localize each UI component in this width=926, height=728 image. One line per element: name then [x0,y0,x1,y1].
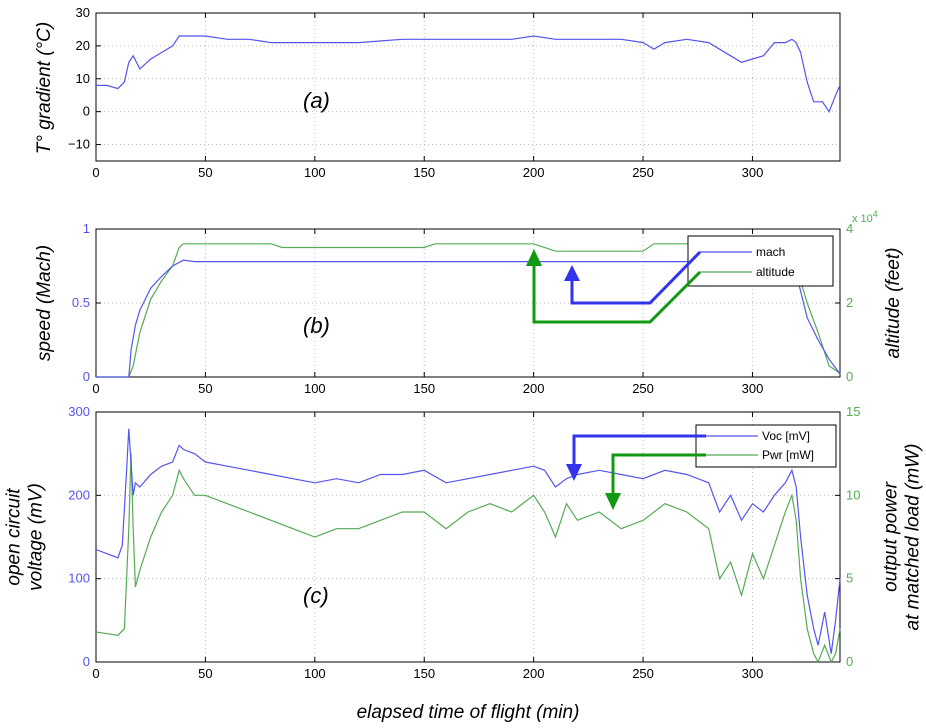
panel-b-ticks: 0 50 100 150 200 250 300 0 0.5 1 0 2 4 [72,221,853,396]
x-tick-label: 150 [413,666,435,681]
y-tick-label: 100 [68,571,90,586]
y2-tick-label: 10 [846,487,860,502]
panel-b-legend-box [687,235,834,287]
x-tick-label: 300 [742,165,764,180]
x-tick-label: 0 [92,381,99,396]
panel-a-plot-area [95,12,841,162]
y2-tick-label: 4 [846,221,853,236]
y2-tick-label: 0 [846,369,853,384]
panel-a-grid [96,13,840,161]
x-tick-label: 250 [632,666,654,681]
x-tick-label: 50 [198,381,212,396]
panel-a-label: (a) [303,88,330,113]
voc-pointer-arrowhead [566,464,582,481]
altitude-pointer-arrow-line [532,262,702,324]
panel-b: 0 50 100 150 200 250 300 0 0.5 1 0 2 4 (b) speed (Ma… [34,209,904,396]
panel-c-legend: Voc [mV] Pwr [mW] [695,424,837,468]
y-tick-label: 30 [76,5,90,20]
mach-pointer-arrow-line [570,250,702,305]
panel-c-y2-axis-label: output powerat matched load (mW) [881,444,924,631]
y-tick-label: 0 [83,104,90,119]
panel-b-label: (b) [303,313,330,338]
x-tick-label: 200 [523,165,545,180]
x-tick-label: 250 [632,165,654,180]
pwr-pointer-arrow-line [611,453,706,497]
x-tick-label: 300 [742,666,764,681]
x-tick-label: 50 [198,165,212,180]
panel-a-temperature-line [96,35,841,113]
panel-c-grid [96,412,840,662]
x-tick-label: 150 [413,381,435,396]
panel-c-legend-box [695,424,837,468]
altitude-pointer-arrowhead [526,249,542,266]
mach-pointer-arrowhead [564,265,580,281]
y-tick-label: −10 [68,137,90,152]
panel-c-label: (c) [303,583,329,608]
y-tick-label: 300 [68,404,90,419]
panel-a-y-axis-label: T° gradient (°C) [34,22,55,154]
y2-tick-label: 15 [846,404,860,419]
y-tick-label: 200 [68,487,90,502]
legend-altitude-label: altitude [756,265,795,279]
x-tick-label: 250 [632,381,654,396]
x-tick-label: 300 [742,381,764,396]
x-axis-label: elapsed time of flight (min) [357,702,580,723]
x-tick-label: 0 [92,165,99,180]
x-tick-label: 100 [304,666,326,681]
y2-tick-label: 0 [846,654,853,669]
y-tick-label: 0 [83,654,90,669]
x-tick-label: 100 [304,165,326,180]
voc-pointer-arrow-line [572,434,706,468]
y-tick-label: 10 [76,71,90,86]
panel-b-legend: mach altitude [687,235,834,287]
panel-b-y-axis-label: speed (Mach) [34,245,55,361]
y-tick-label: 20 [76,38,90,53]
y2-tick-label: 5 [846,571,853,586]
legend-voc-label: Voc [mV] [762,429,810,443]
pwr-pointer-arrowhead [605,493,621,510]
panel-c: 0 50 100 150 200 250 300 0 100 200 300 0 5 10 15 (c) o… [4,404,924,681]
panel-c-ticks: 0 50 100 150 200 250 300 0 100 200 300 0 5 10 15 [68,404,860,681]
panel-c-power-line [95,453,841,664]
legend-mach-label: mach [756,245,785,259]
y-tick-label: 0.5 [72,295,90,310]
x-tick-label: 100 [304,381,326,396]
x-tick-label: 200 [523,666,545,681]
x-tick-label: 200 [523,381,545,396]
y-tick-label: 0 [83,369,90,384]
y2-tick-label: 2 [846,295,853,310]
panel-b-y2-axis-label: altitude (feet) [883,248,904,359]
x-tick-label: 50 [198,666,212,681]
y-tick-label: 1 [83,221,90,236]
panel-b-y2-multiplier: x 104 [852,209,878,225]
panel-c-voltage-line [95,428,841,654]
x-tick-label: 150 [413,165,435,180]
x-tick-label: 0 [92,666,99,681]
legend-pwr-label: Pwr [mW] [762,448,814,462]
panel-c-y-axis-label: open circuitvoltage (mV) [4,483,47,591]
